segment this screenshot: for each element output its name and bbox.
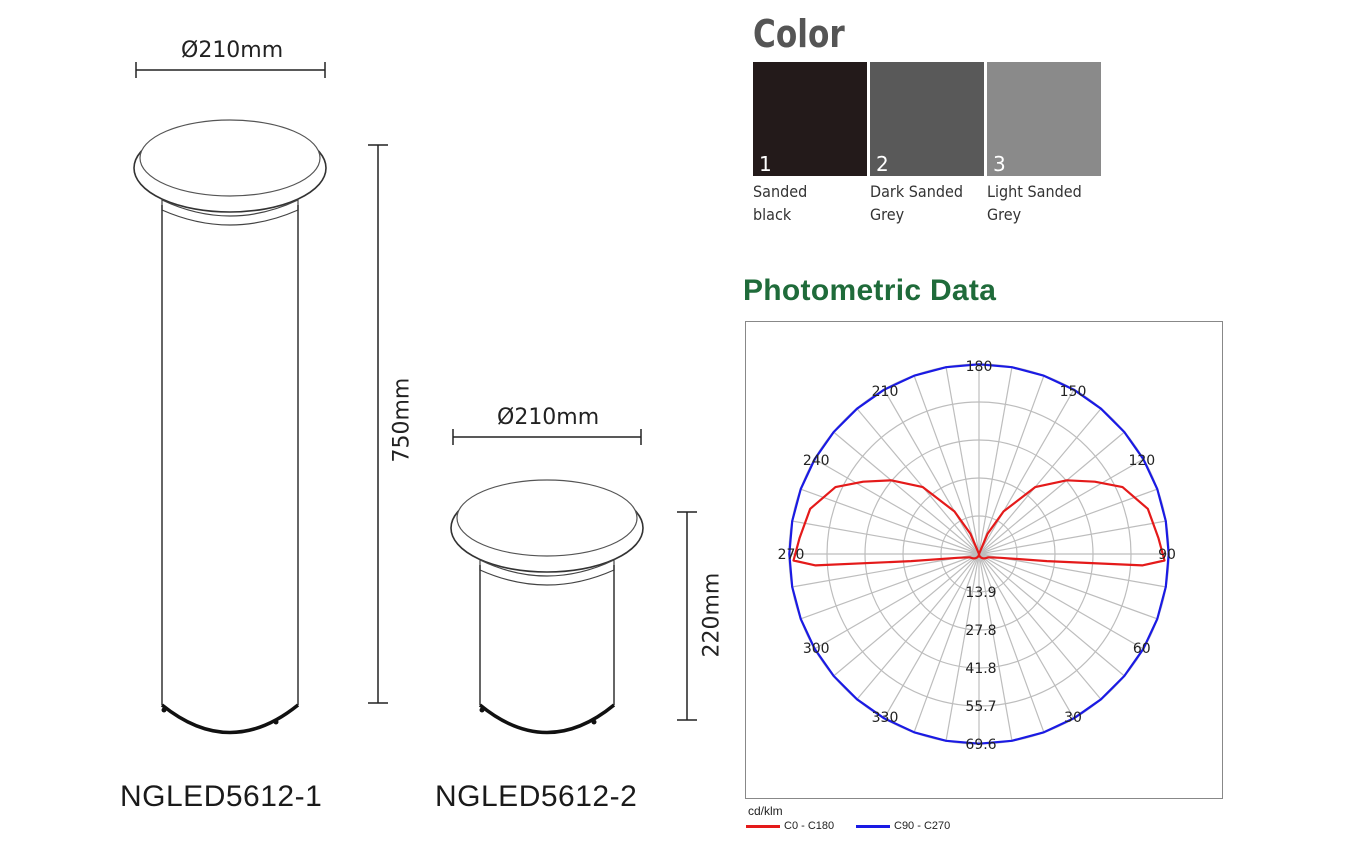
polar-spoke	[814, 458, 980, 555]
legend-line-blue	[856, 824, 890, 828]
polar-chart-frame	[745, 321, 1223, 799]
polar-spoke	[978, 520, 1167, 555]
polar-spoke	[800, 553, 980, 620]
radial-label: 55.7	[965, 699, 996, 715]
radial-label: 13.9	[965, 585, 996, 601]
swatch-number: 2	[876, 152, 889, 176]
product-2-diameter-label: Ø210mm	[497, 405, 600, 430]
polar-spoke	[978, 431, 1125, 555]
polar-spoke	[833, 553, 980, 677]
product-1-diameter-label: Ø210mm	[181, 38, 284, 63]
polar-spoke	[945, 553, 980, 742]
product-1-model: NGLED5612-1	[120, 780, 323, 813]
polar-spoke	[978, 366, 1013, 555]
polar-spoke	[978, 488, 1158, 555]
angle-label: 150	[1060, 384, 1087, 400]
polar-spoke	[978, 458, 1144, 555]
product-2-height-label: 220mm	[699, 572, 725, 658]
polar-chart: 180 150 120 90 60 30 330 300 270 240 210 13.9 27.8 41…	[778, 359, 1176, 753]
series-line-c0-c180	[792, 479, 1166, 567]
swatch-label-line: Grey	[870, 205, 905, 224]
polar-spoke	[978, 553, 1013, 742]
swatch-label-3: Light Sanded Grey	[987, 180, 1082, 226]
polar-spoke	[978, 408, 1102, 555]
polar-spoke	[978, 553, 1144, 650]
product-1-height-label: 750mm	[389, 377, 415, 463]
swatch-label-line: Grey	[987, 205, 1022, 224]
swatch-label-line: Dark Sanded	[870, 182, 963, 201]
polar-spoke	[978, 553, 1075, 719]
polar-spoke	[856, 408, 980, 555]
polar-spoke	[978, 553, 1158, 620]
angle-label: 300	[803, 641, 830, 657]
swatch-number: 1	[759, 152, 772, 176]
radial-label: 41.8	[965, 661, 996, 677]
polar-spoke	[913, 375, 980, 555]
polar-spoke	[978, 375, 1045, 555]
angle-label: 180	[966, 359, 993, 375]
polar-spoke	[945, 366, 980, 555]
swatch-label-1: Sanded black	[753, 180, 807, 226]
series-line-c90-c270	[788, 363, 1170, 745]
legend-line-red	[746, 824, 780, 828]
legend-item-c0: C0 - C180	[746, 820, 834, 832]
legend-label: C90 - C270	[894, 820, 951, 832]
polar-spoke	[814, 553, 980, 650]
swatch-label-line: Sanded	[753, 182, 808, 201]
color-heading: Color	[753, 12, 845, 56]
angle-label: 330	[872, 710, 899, 726]
angle-label: 120	[1128, 453, 1155, 469]
polar-spoke	[913, 553, 980, 733]
swatch-label-line: Light Sanded	[987, 182, 1082, 201]
polar-spoke	[978, 553, 1045, 733]
legend-item-c90: C90 - C270	[856, 820, 950, 832]
swatch-number: 3	[993, 152, 1006, 176]
angle-label: 210	[872, 384, 899, 400]
radial-label: 69.6	[965, 737, 996, 753]
color-swatch-2: 2	[870, 62, 984, 176]
polar-spoke	[856, 553, 980, 700]
polar-spoke	[883, 389, 980, 555]
angle-label: 90	[1158, 547, 1176, 563]
legend-label: C0 - C180	[784, 820, 835, 832]
angle-label: 270	[778, 547, 805, 563]
color-swatch-3: 3	[987, 62, 1101, 176]
angle-label: 60	[1133, 641, 1151, 657]
product-2-model: NGLED5612-2	[435, 780, 638, 813]
polar-spoke	[800, 488, 980, 555]
angle-label: 240	[803, 453, 830, 469]
polar-spoke	[883, 553, 980, 719]
product-2-drawing	[450, 429, 697, 735]
polar-spoke	[978, 553, 1102, 700]
polar-spoke	[791, 520, 980, 555]
polar-spoke	[978, 389, 1075, 555]
swatch-label-2: Dark Sanded Grey	[870, 180, 963, 226]
polar-spoke	[978, 553, 1125, 677]
product-1-drawing	[133, 62, 388, 735]
legend-unit: cd/klm	[748, 804, 783, 818]
angle-label: 30	[1064, 710, 1082, 726]
photometric-heading: Photometric Data	[743, 274, 997, 307]
swatch-label-line: black	[753, 205, 792, 224]
polar-spoke	[833, 431, 980, 555]
color-swatch-1: 1	[753, 62, 867, 176]
radial-label: 27.8	[965, 623, 996, 639]
